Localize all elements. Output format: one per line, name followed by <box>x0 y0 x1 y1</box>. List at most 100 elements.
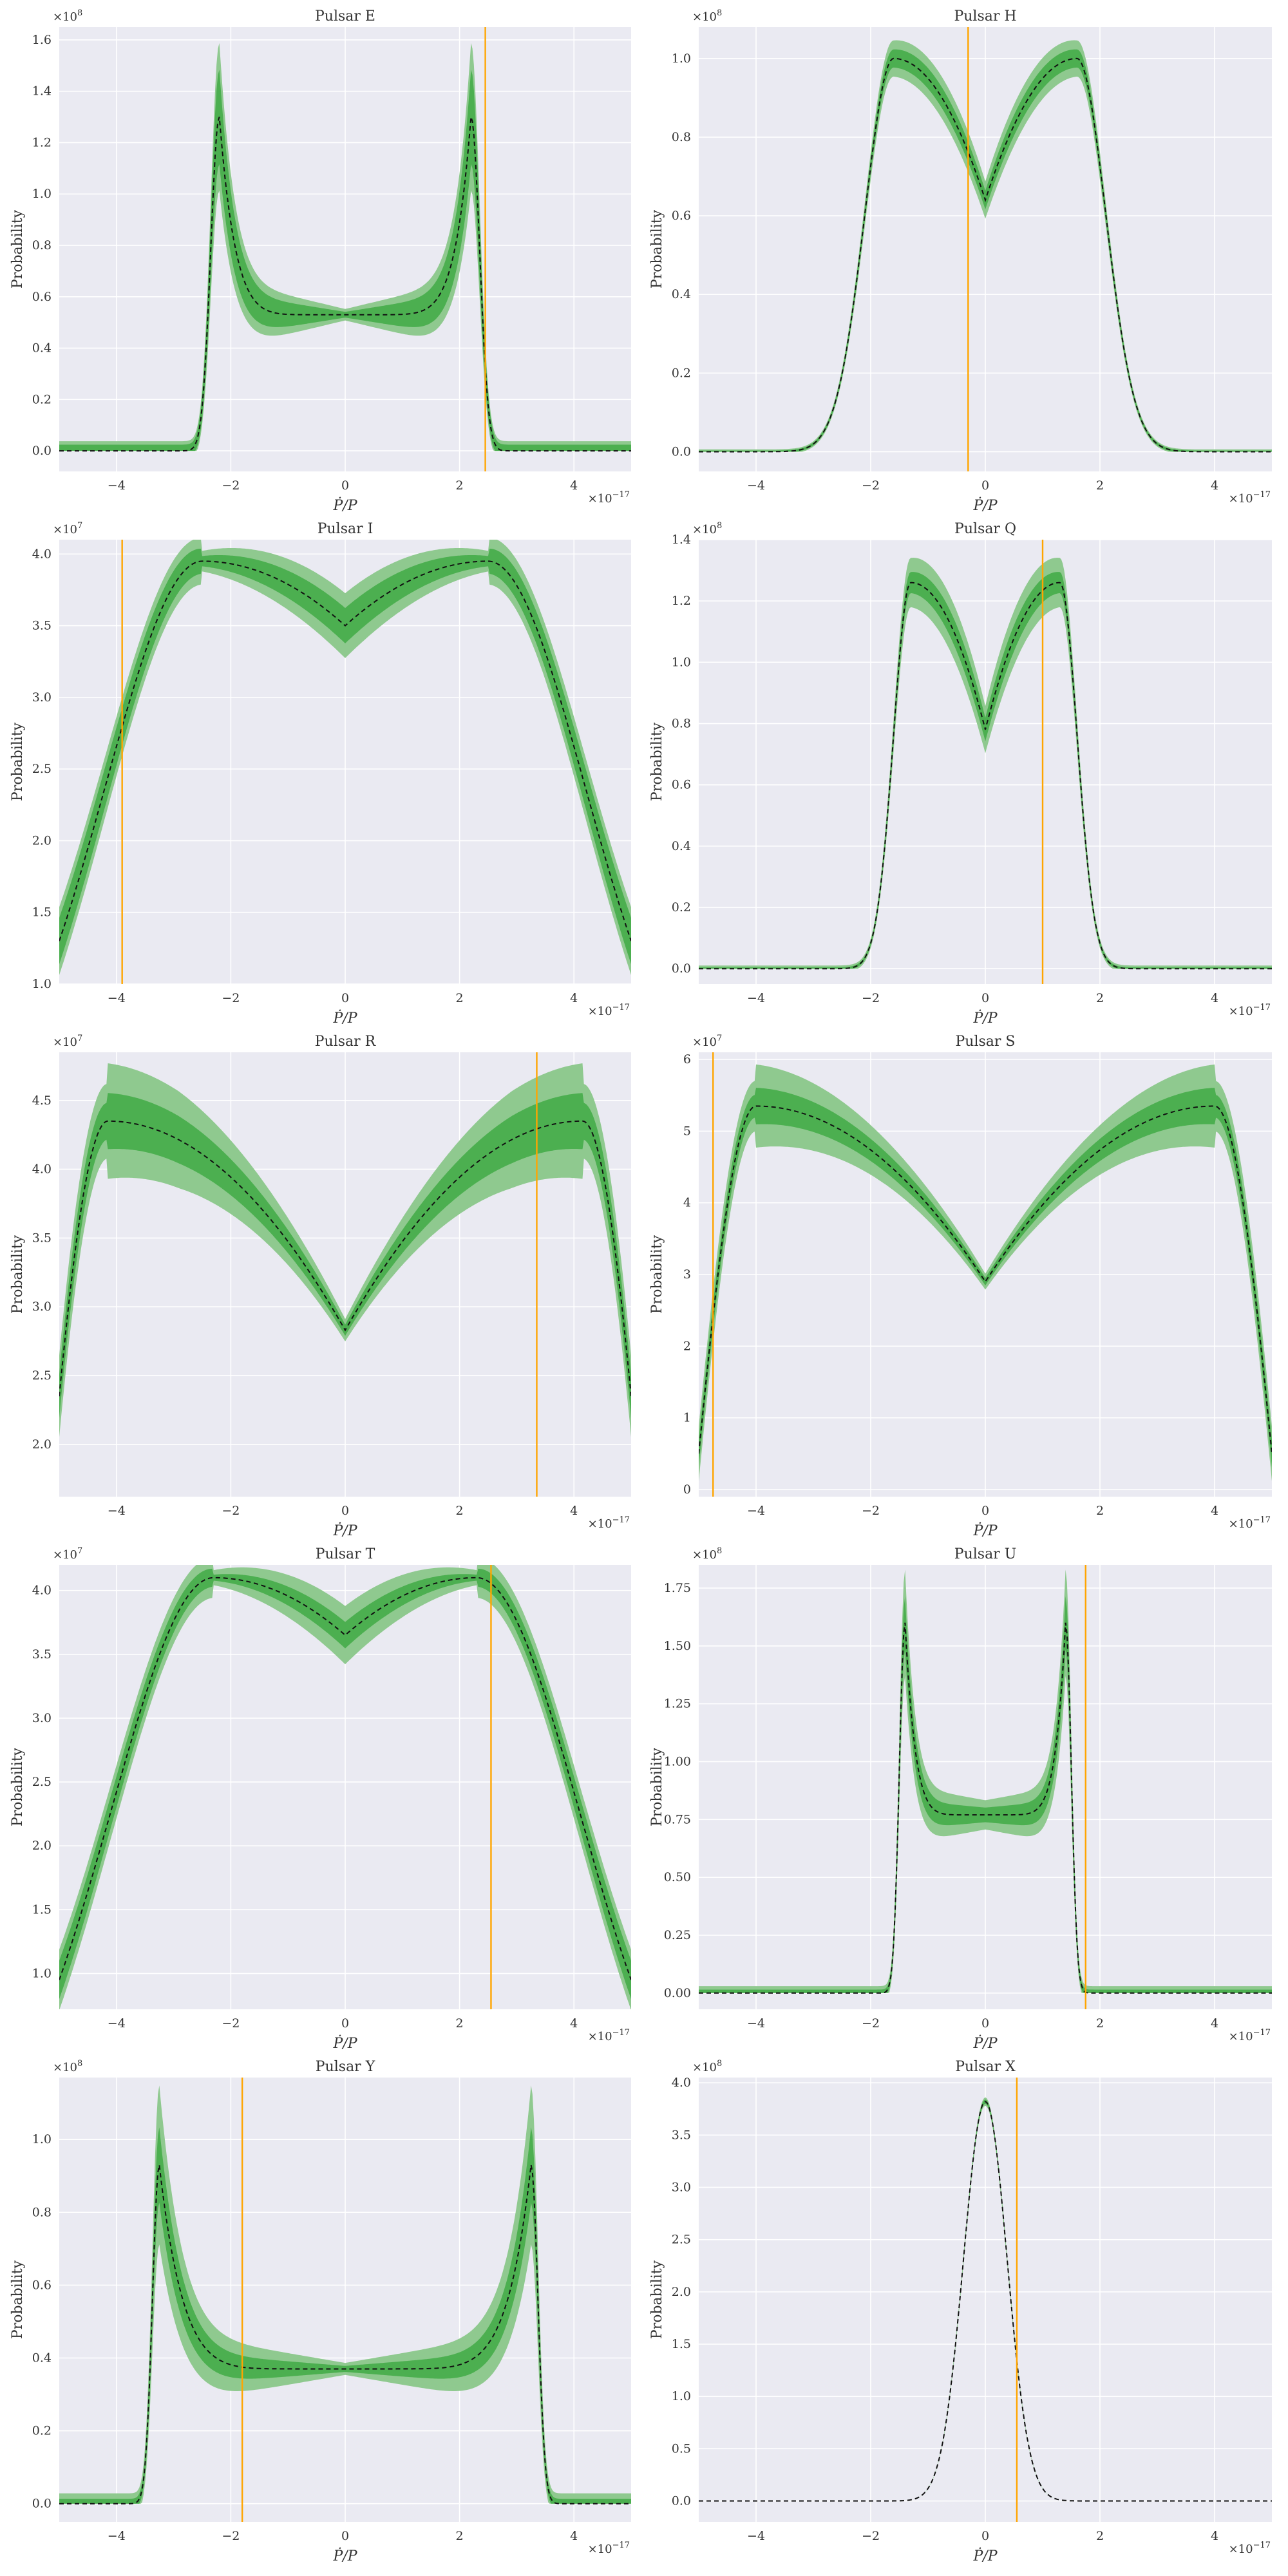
x-axis-label: Ṗ/P <box>972 1009 998 1027</box>
y-tick-label: 0.0 <box>672 2494 691 2508</box>
median-line <box>59 1120 631 1397</box>
x-exponent: ×10−17 <box>588 490 630 506</box>
outer-credible-band <box>59 1565 631 2009</box>
y-tick-label: 1.5 <box>32 905 52 920</box>
y-tick-label: 1.0 <box>672 2389 691 2403</box>
x-tick-label: 0 <box>341 478 349 493</box>
y-tick-label: 2.5 <box>32 1775 52 1789</box>
y-exponent-power: 7 <box>77 1546 82 1556</box>
y-tick-label: 3.0 <box>32 1300 52 1314</box>
x-axis-label: Ṗ/P <box>972 2547 998 2564</box>
x-exponent-power: −17 <box>1253 2541 1271 2550</box>
subplot-title: Pulsar Q <box>954 521 1016 537</box>
x-exponent: ×10−17 <box>1229 490 1271 506</box>
y-axis-label: Probability <box>649 1747 665 1826</box>
y-tick-label: 3.0 <box>672 2180 691 2194</box>
subplot-title: Pulsar X <box>955 2059 1016 2075</box>
x-tick-label: 2 <box>456 478 464 493</box>
x-tick-label: 2 <box>456 991 464 1005</box>
x-tick-label: −4 <box>747 1504 765 1518</box>
y-tick-label: 1.4 <box>672 533 691 547</box>
y-exponent-base: ×10 <box>692 2061 717 2074</box>
subplot-title: Pulsar R <box>315 1034 377 1050</box>
y-tick-label: 0.00 <box>664 1986 691 2000</box>
y-tick-label: 0.4 <box>672 839 691 853</box>
y-tick-label: 2 <box>683 1339 691 1353</box>
y-tick-label: 1.75 <box>664 1581 691 1595</box>
y-tick-label: 2.0 <box>672 2285 691 2299</box>
x-tick-label: −2 <box>862 991 880 1005</box>
y-tick-label: 2.0 <box>32 833 52 848</box>
plot-area <box>59 1565 631 2009</box>
y-exponent-base: ×10 <box>692 523 717 536</box>
subplot-pulsar-u: Pulsar U 0.00 0.25 0.50 0.75 1.00 1.25 1.50 1.75… <box>649 1546 1272 2052</box>
y-tick-label: 3 <box>683 1267 691 1282</box>
x-tick-label: 4 <box>1211 991 1218 1005</box>
x-exponent-base: ×10 <box>1229 2030 1253 2043</box>
y-axis-label: Probability <box>10 209 26 289</box>
plot-area <box>699 27 1272 471</box>
y-axis-label: Probability <box>10 2260 26 2339</box>
x-exponent: ×10−17 <box>1229 1003 1271 1018</box>
y-tick-label: 2.5 <box>32 762 52 776</box>
plot-area <box>699 1052 1272 1497</box>
y-exponent-power: 8 <box>717 521 722 531</box>
median-line <box>699 1105 1272 1454</box>
x-exponent-base: ×10 <box>1229 1517 1253 1531</box>
subplot-title: Pulsar T <box>316 1546 375 1562</box>
subplot-pulsar-q: Pulsar Q0.00.20.40.60.81.01.21.4×108−4 −2… <box>649 521 1272 1027</box>
x-tick-label: −2 <box>222 1504 240 1518</box>
x-exponent-power: −17 <box>1253 1515 1271 1525</box>
y-tick-label: 3.0 <box>32 1711 52 1725</box>
y-exponent: ×108 <box>53 8 82 24</box>
x-exponent-power: −17 <box>1253 490 1271 500</box>
y-tick-label: 1.0 <box>672 52 691 66</box>
y-tick-label: 4.0 <box>32 1162 52 1177</box>
y-axis-label: Probability <box>10 1747 26 1826</box>
x-tick-label: 4 <box>570 2529 578 2543</box>
y-axis-label: Probability <box>649 1235 665 1314</box>
x-axis-label: Ṗ/P <box>972 2034 998 2052</box>
y-axis-label: Probability <box>649 209 665 289</box>
x-exponent-power: −17 <box>612 2541 630 2550</box>
y-tick-label: 3.0 <box>32 690 52 705</box>
x-tick-label: 4 <box>570 1504 578 1518</box>
inner-credible-band <box>59 1093 631 1418</box>
x-tick-label: 0 <box>981 1504 989 1518</box>
y-tick-label: 3.5 <box>32 1647 52 1662</box>
x-tick-label: 4 <box>1211 478 1218 493</box>
subplot-pulsar-h: Pulsar H0.00.20.40.60.81.0×108−4 −2 0 2 4×10… <box>649 8 1272 514</box>
x-exponent-power: −17 <box>612 1003 630 1012</box>
x-tick-label: −2 <box>862 2016 880 2031</box>
y-exponent-base: ×10 <box>53 523 77 536</box>
x-exponent-power: −17 <box>1253 1003 1271 1012</box>
x-axis-label: Ṗ/P <box>972 497 998 514</box>
y-tick-label: 1.0 <box>672 655 691 669</box>
y-tick-label: 1.0 <box>32 2132 52 2146</box>
x-exponent: ×10−17 <box>588 1515 630 1531</box>
x-exponent: ×10−17 <box>588 1003 630 1018</box>
subplot-title: Pulsar S <box>956 1034 1016 1050</box>
y-tick-label: 4.0 <box>672 2076 691 2090</box>
y-exponent: ×107 <box>53 1034 82 1049</box>
x-tick-label: 2 <box>1096 2529 1104 2543</box>
y-tick-label: 1.25 <box>664 1697 691 1711</box>
subplot-pulsar-e: Pulsar E0.00.20.40.60.81.01.21.41.6×108−… <box>10 8 631 514</box>
y-tick-label: 4 <box>683 1196 691 1210</box>
x-tick-label: 0 <box>341 1504 349 1518</box>
x-tick-label: 2 <box>1096 1504 1104 1518</box>
plot-area <box>59 540 631 984</box>
x-tick-label: 2 <box>1096 2016 1104 2031</box>
x-tick-label: −2 <box>222 991 240 1005</box>
y-exponent-power: 8 <box>717 8 722 18</box>
x-tick-label: −2 <box>862 2529 880 2543</box>
subplot-pulsar-x: Pulsar X0.00.51.01.52.02.53.03.54.0×108−… <box>649 2059 1272 2564</box>
x-tick-label: −2 <box>862 1504 880 1518</box>
y-tick-label: 0.75 <box>664 1812 691 1826</box>
x-exponent-base: ×10 <box>1229 492 1253 506</box>
y-tick-label: 0.2 <box>32 392 52 406</box>
y-exponent-base: ×10 <box>53 10 77 24</box>
y-tick-label: 0.0 <box>672 961 691 976</box>
